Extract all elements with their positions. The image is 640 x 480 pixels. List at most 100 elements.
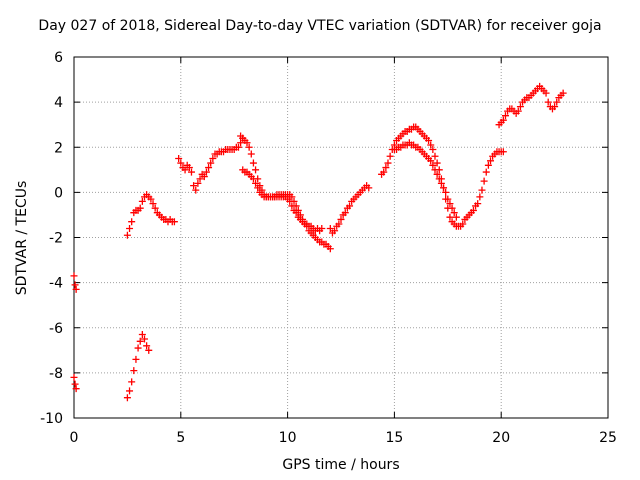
y-tick-label: -8 <box>49 366 63 382</box>
data-point <box>487 157 495 165</box>
data-point <box>476 193 484 201</box>
data-point <box>431 152 439 160</box>
data-point <box>128 218 136 226</box>
data-point <box>254 184 262 192</box>
data-point <box>243 139 251 147</box>
data-point <box>181 166 189 174</box>
data-point <box>136 204 144 212</box>
data-point <box>126 224 134 232</box>
grid <box>74 57 608 418</box>
data-point <box>147 195 155 203</box>
data-point <box>433 159 441 167</box>
data-point <box>286 197 294 205</box>
data-point <box>450 209 458 217</box>
data-point <box>448 204 456 212</box>
data-point <box>480 177 488 185</box>
data-point <box>331 227 339 235</box>
data-point <box>514 107 522 115</box>
axes <box>73 56 609 419</box>
data-point <box>542 89 550 97</box>
data-point <box>149 200 157 208</box>
data-point <box>429 161 437 169</box>
data-point <box>140 335 148 343</box>
data-point <box>134 344 142 352</box>
data-point <box>70 272 78 280</box>
data-point <box>292 209 300 217</box>
data-point <box>196 175 204 183</box>
data-point <box>70 373 78 381</box>
data-point <box>128 378 136 386</box>
data-point <box>499 148 507 156</box>
data-point <box>190 182 198 190</box>
data-point <box>431 166 439 174</box>
data-point <box>126 387 134 395</box>
data-point <box>252 179 260 187</box>
data-point <box>249 175 257 183</box>
data-point <box>123 231 131 239</box>
data-point <box>202 168 210 176</box>
x-tick-label: 25 <box>599 430 617 446</box>
data-point <box>71 281 79 289</box>
y-tick-label: 6 <box>54 50 63 66</box>
chart-title: Day 027 of 2018, Sidereal Day-to-day VTE… <box>38 18 602 34</box>
data-point <box>123 394 131 402</box>
data-point <box>544 98 552 106</box>
series-seg11 <box>495 82 567 129</box>
data-point <box>341 209 349 217</box>
data-point <box>382 164 390 172</box>
series-seg8 <box>326 182 373 237</box>
series-seg3 <box>123 331 153 402</box>
data-point <box>192 186 200 194</box>
data-point <box>245 143 253 151</box>
data-point <box>446 213 454 221</box>
y-tick-label: 2 <box>54 140 63 156</box>
data-point <box>384 159 392 167</box>
series-seg10 <box>390 139 460 221</box>
data-point <box>482 168 490 176</box>
x-tick-label: 5 <box>176 430 185 446</box>
data-point <box>247 150 255 158</box>
data-point <box>130 367 138 375</box>
data-point <box>380 168 388 176</box>
y-tick-label: 0 <box>54 185 63 201</box>
data-point <box>553 98 561 106</box>
series-seg9 <box>378 123 507 230</box>
data-point <box>346 202 354 210</box>
data-point <box>72 385 80 393</box>
data-point <box>335 220 343 228</box>
data-point <box>170 218 178 226</box>
y-tick-label: -2 <box>49 231 63 247</box>
data-point <box>365 184 373 192</box>
data-point <box>484 161 492 169</box>
data-point <box>474 200 482 208</box>
data-point <box>440 184 448 192</box>
data-point <box>427 157 435 165</box>
data-point <box>435 175 443 183</box>
data-point <box>71 380 79 388</box>
data-point <box>425 136 433 144</box>
data-point <box>249 159 257 167</box>
data-point <box>444 195 452 203</box>
data-point <box>151 204 159 212</box>
series-seg5 <box>175 134 247 194</box>
y-tick-label: -6 <box>49 321 63 337</box>
series-seg1 <box>70 272 80 293</box>
data-point <box>72 285 80 293</box>
data-point <box>459 220 467 228</box>
data-point <box>437 179 445 187</box>
data-point <box>501 112 509 120</box>
data-point <box>288 202 296 210</box>
data-point <box>326 245 334 253</box>
data-point <box>205 164 213 172</box>
series-seg2 <box>70 373 80 393</box>
x-tick-label: 10 <box>279 430 297 446</box>
data-point <box>177 159 185 167</box>
data-point <box>516 103 524 111</box>
x-tick-label: 0 <box>70 430 79 446</box>
data-point <box>326 224 334 232</box>
data-point <box>138 197 146 205</box>
data-point <box>429 146 437 154</box>
data-point <box>200 173 208 181</box>
data-point <box>234 143 242 151</box>
data-point <box>499 116 507 124</box>
